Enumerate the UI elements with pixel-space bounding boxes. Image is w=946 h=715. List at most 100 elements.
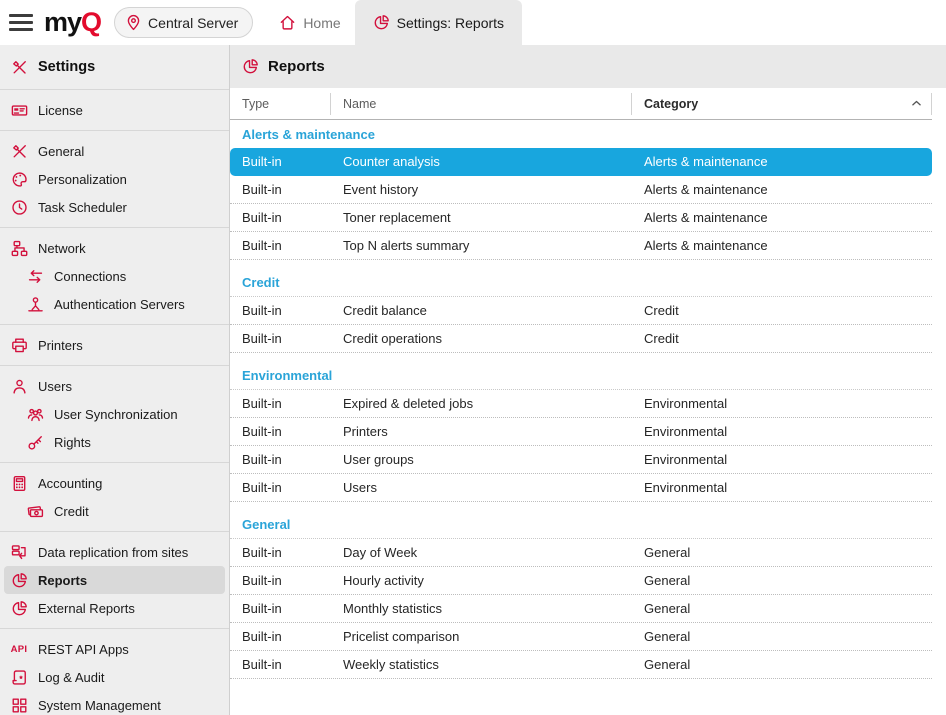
table-row[interactable]: Built-in User groups Environmental xyxy=(230,446,932,474)
group-header: Alerts & maintenance xyxy=(242,127,375,142)
tab-settings-reports-label: Settings: Reports xyxy=(396,14,505,31)
page-title: Reports xyxy=(268,58,325,75)
sidebar-item-user-synchronization[interactable]: User Synchronization xyxy=(4,400,225,428)
sidebar-item-rest-api-apps[interactable]: API REST API Apps xyxy=(4,635,225,663)
sidebar-item-credit[interactable]: Credit xyxy=(4,497,225,525)
cell-type: Built-in xyxy=(242,601,282,616)
group-header: General xyxy=(230,502,932,539)
cell-category: Credit xyxy=(644,303,679,318)
table-row[interactable]: Built-in Monthly statistics General xyxy=(230,595,932,623)
table-row[interactable]: Built-in Credit operations Credit xyxy=(230,325,932,353)
sidebar-item-authentication-servers[interactable]: Authentication Servers xyxy=(4,290,225,318)
sidebar-divider xyxy=(0,531,229,532)
sidebar-divider xyxy=(0,89,229,90)
sidebar-item-label: Users xyxy=(38,378,72,394)
sidebar-item-label: Connections xyxy=(54,268,127,284)
sidebar-item-system-management[interactable]: System Management xyxy=(4,691,225,715)
sidebar-item-label: REST API Apps xyxy=(38,641,129,657)
sidebar-item-general[interactable]: General xyxy=(4,137,225,165)
column-header-name[interactable]: Name xyxy=(331,92,632,115)
table-row[interactable]: Built-in Pricelist comparison General xyxy=(230,623,932,651)
table-row[interactable]: Built-in Weekly statistics General xyxy=(230,651,932,679)
scroll-icon xyxy=(10,669,28,686)
column-header-type[interactable]: Type xyxy=(230,92,331,115)
server-selector-button[interactable]: Central Server xyxy=(114,7,254,38)
replication-icon xyxy=(10,544,28,561)
table-row[interactable]: Built-in Users Environmental xyxy=(230,474,932,502)
sidebar-item-personalization[interactable]: Personalization xyxy=(4,165,225,193)
sidebar-item-label: Reports xyxy=(38,572,88,588)
cell-category: General xyxy=(644,573,691,588)
reports-pie-icon xyxy=(373,14,390,31)
server-selector-label: Central Server xyxy=(148,14,239,31)
sidebar-item-label: User Synchronization xyxy=(54,406,178,422)
cell-name: Credit balance xyxy=(343,303,427,318)
sidebar-item-rights[interactable]: Rights xyxy=(4,428,225,456)
sidebar-item-label: Log & Audit xyxy=(38,669,105,685)
table-row[interactable]: Built-in Printers Environmental xyxy=(230,418,932,446)
report-group-general: General Built-in Day of Week General Built-i… xyxy=(230,502,932,679)
sort-ascending-icon[interactable] xyxy=(911,98,922,109)
sidebar-item-accounting[interactable]: Accounting xyxy=(4,469,225,497)
logo-text-q: Q xyxy=(81,7,102,37)
cell-name: User groups xyxy=(343,452,414,467)
cell-category: Environmental xyxy=(644,396,728,411)
grid-icon xyxy=(10,697,28,714)
home-icon xyxy=(279,14,296,31)
sidebar-item-external-reports[interactable]: External Reports xyxy=(4,594,225,622)
user-icon xyxy=(10,378,28,395)
cell-name: Toner replacement xyxy=(343,210,451,225)
table-row[interactable]: Built-in Counter analysis Alerts & mainten… xyxy=(230,148,932,176)
sidebar-item-label: Printers xyxy=(38,337,83,353)
menu-icon[interactable] xyxy=(9,14,33,31)
table-row[interactable]: Built-in Credit balance Credit xyxy=(230,297,932,325)
key-icon xyxy=(26,434,44,451)
sidebar-divider xyxy=(0,130,229,131)
cell-type: Built-in xyxy=(242,657,282,672)
table-row[interactable]: Built-in Toner replacement Alerts & mainte… xyxy=(230,204,932,232)
cell-name: Weekly statistics xyxy=(343,657,439,672)
cell-category: General xyxy=(644,545,691,560)
sidebar-divider xyxy=(0,324,229,325)
cell-category: General xyxy=(644,657,691,672)
cell-name: Expired & deleted jobs xyxy=(343,396,474,411)
group-header: Credit xyxy=(230,260,932,297)
column-header-category[interactable]: Category xyxy=(632,92,932,115)
sidebar-item-license[interactable]: License xyxy=(4,96,225,124)
reports-table: Type Name Category Alerts & maintenance B… xyxy=(230,88,932,679)
banknotes-icon xyxy=(26,503,44,520)
report-group-alerts-maintenance: Alerts & maintenance Built-in Counter anal… xyxy=(230,120,932,260)
table-row[interactable]: Built-in Day of Week General xyxy=(230,539,932,567)
sidebar-item-reports[interactable]: Reports xyxy=(4,566,225,594)
sidebar-item-label: External Reports xyxy=(38,600,135,616)
sidebar-item-connections[interactable]: Connections xyxy=(4,262,225,290)
table-row[interactable]: Built-in Expired & deleted jobs Environmen… xyxy=(230,390,932,418)
sidebar-item-log-audit[interactable]: Log & Audit xyxy=(4,663,225,691)
cell-category: Environmental xyxy=(644,480,728,495)
cell-type: Built-in xyxy=(242,210,282,225)
sitemap-icon xyxy=(10,240,28,257)
cell-name: Event history xyxy=(343,182,419,197)
cell-type: Built-in xyxy=(242,573,282,588)
sidebar-item-data-replication-from-sites[interactable]: Data replication from sites xyxy=(4,538,225,566)
tools-icon xyxy=(10,143,28,160)
cell-name: Hourly activity xyxy=(343,573,424,588)
table-row[interactable]: Built-in Hourly activity General xyxy=(230,567,932,595)
tab-home[interactable]: Home xyxy=(265,0,354,45)
settings-sidebar: Settings License General Personalization Ta… xyxy=(0,45,230,715)
sidebar-item-task-scheduler[interactable]: Task Scheduler xyxy=(4,193,225,221)
license-icon xyxy=(10,102,28,119)
sidebar-item-users[interactable]: Users xyxy=(4,372,225,400)
cell-name: Day of Week xyxy=(343,545,418,560)
sidebar-item-printers[interactable]: Printers xyxy=(4,331,225,359)
sidebar-item-network[interactable]: Network xyxy=(4,234,225,262)
table-row[interactable]: Built-in Top N alerts summary Alerts & mai… xyxy=(230,232,932,260)
cell-type: Built-in xyxy=(242,396,282,411)
table-row[interactable]: Built-in Event history Alerts & maintenanc… xyxy=(230,176,932,204)
tab-settings-reports[interactable]: Settings: Reports xyxy=(354,0,523,45)
cell-type: Built-in xyxy=(242,452,282,467)
sidebar-item-label: Rights xyxy=(54,434,91,450)
cell-type: Built-in xyxy=(242,424,282,439)
reports-panel: Reports Type Name Category Alerts & main… xyxy=(230,45,946,715)
group-header: Environmental xyxy=(230,353,932,390)
